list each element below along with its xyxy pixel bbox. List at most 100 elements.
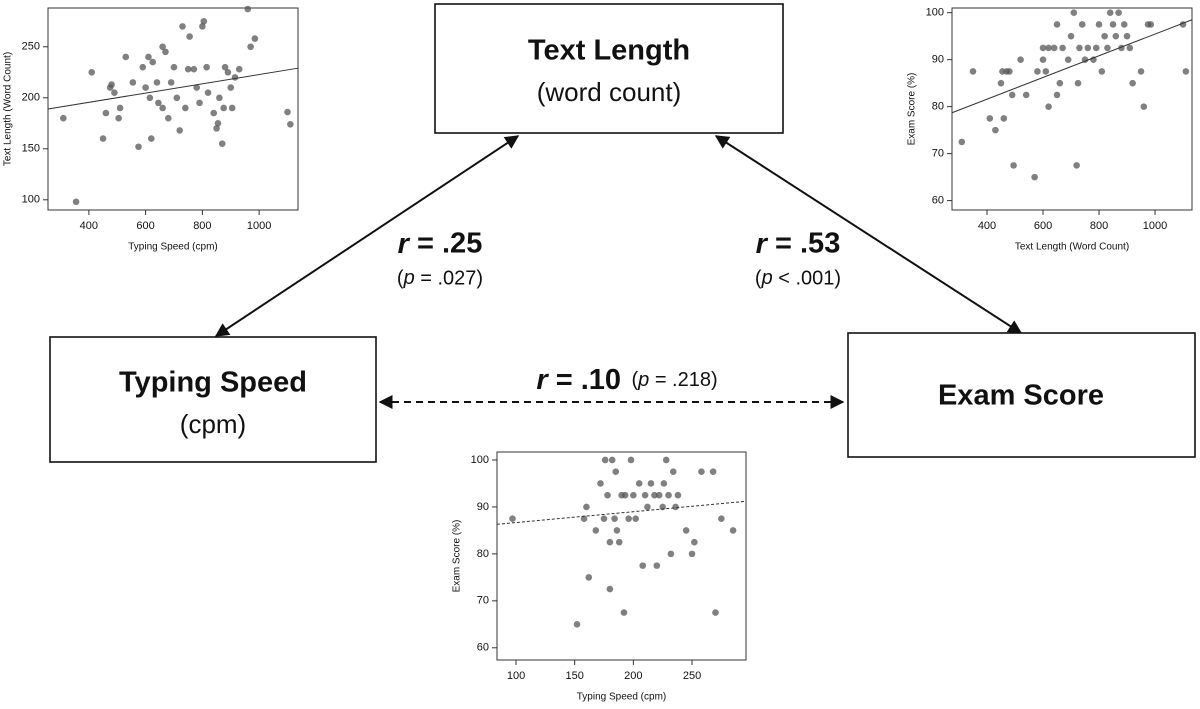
- scatter-point: [142, 84, 149, 91]
- x-tick-label: 1000: [1143, 220, 1167, 232]
- y-tick-label: 70: [477, 595, 489, 607]
- scatter-point: [167, 79, 175, 86]
- scatter-point: [1000, 115, 1008, 122]
- scatter-point: [159, 43, 166, 51]
- scatter-point: [712, 609, 719, 616]
- scatter-point: [1147, 21, 1155, 28]
- y-axis-label: Text Length (Word Count): [3, 52, 14, 166]
- scatter-point: [200, 17, 208, 25]
- scatter-point: [284, 108, 291, 116]
- scatter-point: [992, 126, 999, 134]
- scatter-point: [1006, 68, 1013, 75]
- scatter-point: [213, 125, 220, 132]
- edge-p: (p < .001): [755, 267, 841, 289]
- edge-p: (p = .027): [397, 267, 483, 289]
- scatter-point: [1017, 56, 1024, 63]
- scatter-point: [583, 503, 590, 511]
- scatter-point: [135, 143, 142, 151]
- scatter-point: [632, 515, 639, 522]
- scatter-point: [231, 74, 239, 81]
- scatter-point: [659, 503, 666, 511]
- x-tick-label: 200: [624, 670, 642, 682]
- scatter-point: [639, 562, 647, 569]
- scatter-point: [108, 81, 115, 88]
- scatter-point: [573, 621, 581, 628]
- scatter-point: [1074, 79, 1082, 87]
- scatter-point: [1034, 68, 1041, 75]
- scatter-point: [196, 99, 203, 107]
- y-tick-label: 60: [477, 642, 489, 654]
- scatter-point: [606, 538, 614, 546]
- scatter-point: [1095, 21, 1103, 28]
- node-box: [434, 3, 784, 134]
- x-tick-label: 800: [1090, 220, 1108, 232]
- scatter-point: [612, 468, 620, 476]
- scatter-point: [1098, 68, 1106, 75]
- scatter-point: [159, 104, 166, 112]
- scatter-point: [227, 84, 235, 91]
- y-tick-label: 60: [932, 195, 944, 207]
- scatter-point: [193, 84, 200, 91]
- node-title: Typing Speed: [119, 367, 307, 399]
- scatter-point: [1109, 21, 1117, 28]
- scatter-point: [698, 468, 705, 476]
- node-subtitle: (cpm): [180, 409, 246, 439]
- scatter-point: [1106, 9, 1114, 16]
- plot-frame: [951, 7, 1193, 211]
- y-tick-label: 250: [22, 41, 40, 53]
- scatter-point: [682, 527, 690, 534]
- edge-r: r = .53: [756, 228, 841, 260]
- scatter-point: [665, 491, 672, 499]
- scatter-point: [220, 104, 227, 112]
- scatter-point: [1064, 56, 1072, 63]
- trend-line: [951, 19, 1193, 114]
- scatter-point: [199, 23, 206, 30]
- scatter-point: [1039, 44, 1047, 52]
- scatter-point: [1129, 79, 1136, 87]
- scatter-point: [1112, 32, 1120, 40]
- scatter-point: [1182, 68, 1190, 75]
- scatter-point: [60, 114, 67, 122]
- plot-frame: [47, 7, 299, 211]
- scatter-point: [122, 53, 130, 61]
- scatter-point: [1053, 91, 1061, 99]
- scatter-point: [1045, 44, 1052, 52]
- edge-label: r = .10 (p = .218): [536, 364, 717, 396]
- scatter-point: [597, 480, 604, 487]
- scatter-point: [651, 491, 658, 499]
- node-box: [847, 332, 1196, 458]
- scatter-point: [655, 491, 663, 499]
- scatter-point: [644, 503, 651, 511]
- scatter-point: [176, 127, 183, 134]
- scatter-point: [116, 104, 124, 112]
- scatter-point: [1070, 9, 1078, 16]
- plot-frame: [496, 451, 747, 661]
- x-axis-label: Typing Speed (cpm): [577, 692, 667, 703]
- scatter-point: [585, 574, 593, 581]
- scatter-point: [72, 198, 80, 206]
- scatter-point: [718, 515, 725, 522]
- y-tick-label: 150: [22, 143, 40, 155]
- scatter-point: [287, 121, 294, 128]
- x-tick-label: 400: [80, 220, 98, 232]
- scatter-point: [149, 58, 157, 66]
- scatter-point: [672, 503, 679, 511]
- scatter-point: [667, 550, 675, 558]
- scatter-point: [1120, 21, 1128, 28]
- scatter-point: [1123, 32, 1131, 40]
- scatter-point: [115, 114, 122, 122]
- scatter-point: [173, 94, 181, 102]
- scatter-point: [182, 104, 189, 112]
- scatter-point: [184, 65, 192, 73]
- scatter-point: [1126, 44, 1134, 52]
- scatter-point: [170, 63, 178, 71]
- scatter-point: [1022, 91, 1030, 99]
- x-tick-label: 600: [136, 220, 154, 232]
- node-subtitle: (word count): [537, 77, 682, 107]
- x-tick-label: 600: [1034, 220, 1052, 232]
- scatter-point: [1045, 103, 1052, 110]
- scatter-point: [251, 35, 259, 42]
- edge-arrow: [214, 135, 520, 337]
- scatter-point: [216, 94, 223, 102]
- scatter-point: [709, 468, 717, 476]
